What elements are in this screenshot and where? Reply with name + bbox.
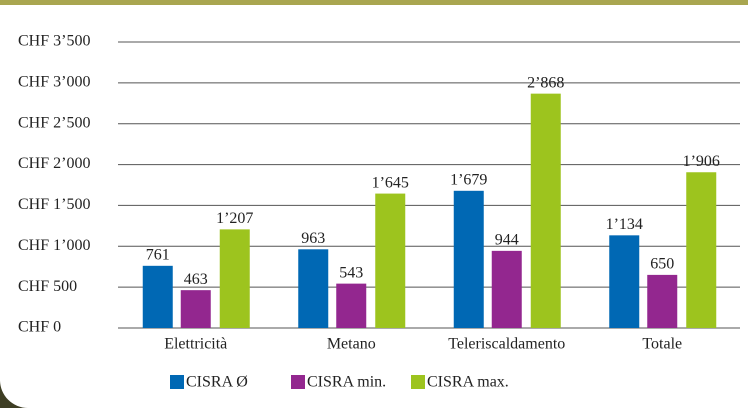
legend-label: CISRA Ø (186, 374, 248, 391)
bar (491, 250, 522, 328)
data-label: 944 (495, 232, 519, 249)
y-tick-label: CHF 3’000 (18, 74, 90, 91)
data-label: 1’134 (606, 216, 643, 233)
y-tick-label: CHF 2’000 (18, 155, 90, 172)
x-tick-label: Metano (327, 336, 376, 353)
bar (142, 265, 173, 328)
legend-label: CISRA min. (307, 374, 386, 391)
y-tick-label: CHF 3’500 (18, 33, 90, 50)
legend-swatch (411, 375, 425, 389)
data-label: 1’906 (683, 153, 720, 170)
data-label: 650 (650, 256, 674, 273)
data-label: 463 (184, 271, 208, 288)
legend-label: CISRA max. (427, 374, 509, 391)
data-label: 1’645 (372, 174, 409, 191)
y-tick-label: CHF 2’500 (18, 114, 90, 131)
data-label: 963 (301, 230, 325, 247)
data-label: 543 (339, 264, 363, 281)
legend-swatch (291, 375, 305, 389)
data-label: 761 (146, 246, 170, 263)
bar (336, 283, 367, 328)
top-strip (0, 0, 748, 5)
x-tick-label: Elettricità (164, 336, 227, 353)
y-tick-label: CHF 1’000 (18, 237, 90, 254)
y-tick-label: CHF 1’500 (18, 196, 90, 213)
data-label: 2’868 (527, 74, 564, 91)
bar (453, 190, 484, 328)
x-tick-label: Totale (642, 336, 682, 353)
y-tick-label: CHF 0 (18, 319, 61, 336)
bar (180, 290, 211, 328)
x-tick-label: Teleriscaldamento (448, 336, 565, 353)
bar (375, 193, 406, 328)
legend-swatch (170, 375, 184, 389)
y-tick-label: CHF 500 (18, 278, 77, 295)
bar (530, 93, 561, 328)
bar (686, 172, 717, 328)
panel (0, 5, 748, 408)
data-label: 1’679 (450, 171, 487, 188)
data-label: 1’207 (216, 210, 253, 227)
bar (609, 235, 640, 328)
bar (219, 229, 250, 328)
bar (647, 274, 678, 328)
bar (298, 249, 329, 328)
